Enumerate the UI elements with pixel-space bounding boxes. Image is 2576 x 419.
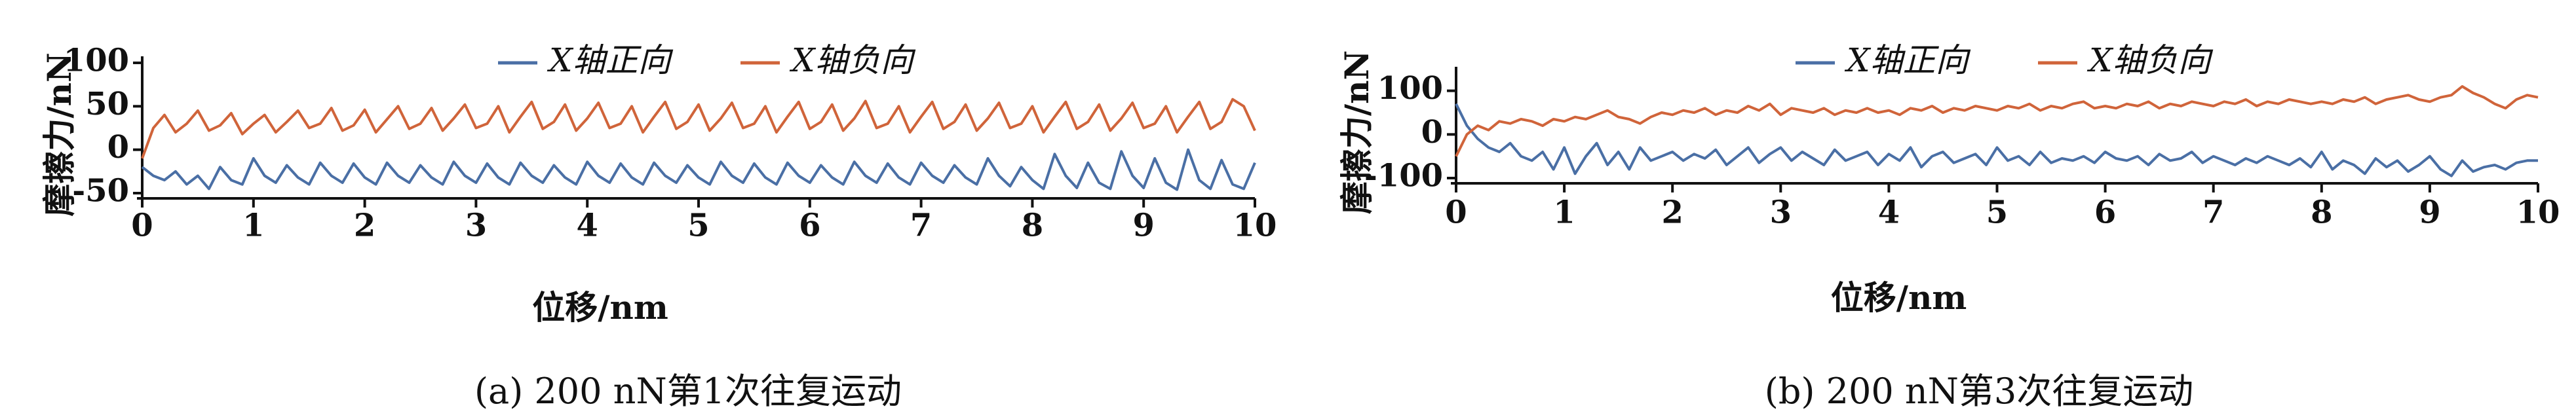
legend-label: X轴负向 [789,41,916,79]
x-tick-label: 8 [1022,208,1043,244]
x-axis-label: 位移/nm [532,288,668,327]
x-tick-label: 6 [2094,194,2116,231]
x-tick-label: 9 [1132,208,1154,244]
x-tick-label: 5 [1986,194,2008,231]
y-axis-label: 摩擦力/nN [40,52,79,216]
caption: (a) 200 nN第1次往复运动 [474,371,902,412]
x-tick-label: 8 [2311,194,2332,231]
series-line [141,148,1256,191]
x-tick-label: 1 [242,208,264,244]
x-tick-label: 6 [799,208,820,244]
y-tick-label: 100 [1377,70,1443,107]
y-tick-label: 0 [1421,114,1443,151]
x-tick-label: 0 [131,208,153,244]
x-tick-label: 5 [687,208,709,244]
x-tick-label: 0 [1445,194,1467,231]
x-tick-label: 10 [1233,208,1277,244]
caption: (b) 200 nN第3次往复运动 [1765,371,2194,412]
x-tick-label: 1 [1553,194,1575,231]
x-tick-label: 2 [354,208,375,244]
x-tick-label: 7 [910,208,932,244]
y-tick-label: 0 [107,129,129,166]
x-tick-label: 3 [465,208,487,244]
series-line [141,98,1256,159]
x-tick-label: 9 [2419,194,2440,231]
x-axis-label: 位移/nm [1831,278,1967,317]
x-tick-label: 3 [1770,194,1792,231]
y-axis-label: 摩擦力/nN [1337,50,1376,214]
x-tick-label: 10 [2516,194,2560,231]
legend-label: X轴正向 [1844,41,1971,79]
x-tick-label: 7 [2202,194,2224,231]
series-line [1455,85,2539,157]
y-tick-label: -100 [1364,158,1443,194]
series-line [1455,103,2538,177]
legend-label: X轴负向 [2086,41,2214,79]
x-tick-label: 4 [576,208,598,244]
y-tick-label: 50 [85,86,129,122]
x-tick-label: 2 [1661,194,1683,231]
y-tick-label: -50 [72,173,129,210]
x-tick-label: 4 [1878,194,1900,231]
legend-label: X轴正向 [547,41,674,79]
y-tick-label: 100 [64,43,129,79]
